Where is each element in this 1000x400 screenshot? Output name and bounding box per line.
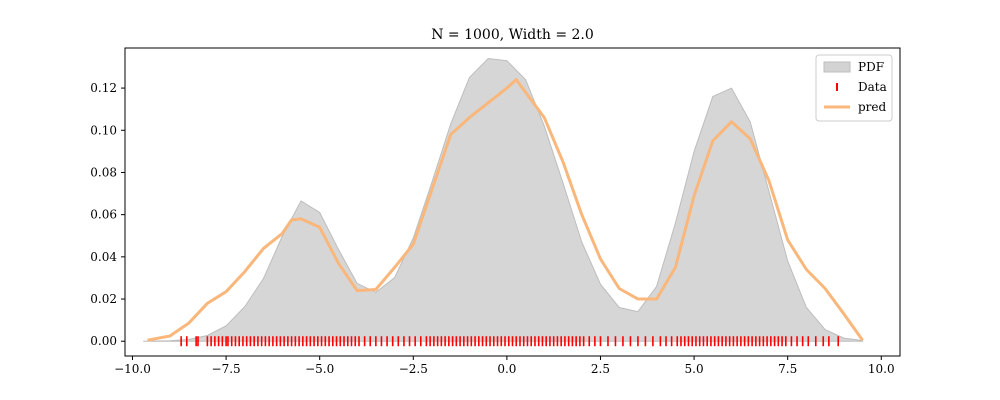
data-rug-layer: [180, 336, 840, 347]
axes-frame: [124, 47, 901, 357]
chart-title: N = 1000, Width = 2.0: [431, 27, 594, 43]
x-tick-label: −7.5: [212, 362, 241, 376]
x-tick-label: 7.5: [778, 362, 797, 376]
y-tick-label: 0.02: [90, 292, 117, 306]
x-tick-label: −10.0: [114, 362, 151, 376]
legend-label: pred: [858, 100, 887, 114]
y-tick-label: 0.00: [90, 334, 117, 348]
y-tick-label: 0.10: [90, 123, 117, 137]
x-tick-label: 5.0: [685, 362, 704, 376]
legend-handle-pdf: [823, 61, 851, 73]
y-tick-label: 0.04: [90, 250, 117, 264]
y-tick-label: 0.12: [90, 81, 117, 95]
x-tick-label: −2.5: [399, 362, 428, 376]
legend-label: Data: [858, 80, 887, 94]
y-tick-label: 0.08: [90, 165, 117, 179]
x-tick-label: 2.5: [591, 362, 610, 376]
pred-line-layer: [147, 78, 864, 342]
pred-line: [147, 78, 864, 342]
x-tick-label: 0.0: [497, 362, 516, 376]
y-axis-ticks: 0.00 0.02 0.04 0.06 0.08 0.10 0.12: [90, 81, 125, 348]
legend-label: PDF: [858, 60, 884, 74]
pdf-area: [142, 57, 864, 342]
pdf-area-layer: [142, 57, 864, 342]
legend: PDF Data pred: [815, 54, 893, 122]
y-tick-label: 0.06: [90, 208, 117, 222]
x-axis-ticks: −10.0 −7.5 −5.0 −2.5 0.0 2.5 5.0 7.5 10.0: [114, 356, 895, 376]
x-tick-label: −5.0: [305, 362, 334, 376]
x-tick-label: 10.0: [868, 362, 895, 376]
